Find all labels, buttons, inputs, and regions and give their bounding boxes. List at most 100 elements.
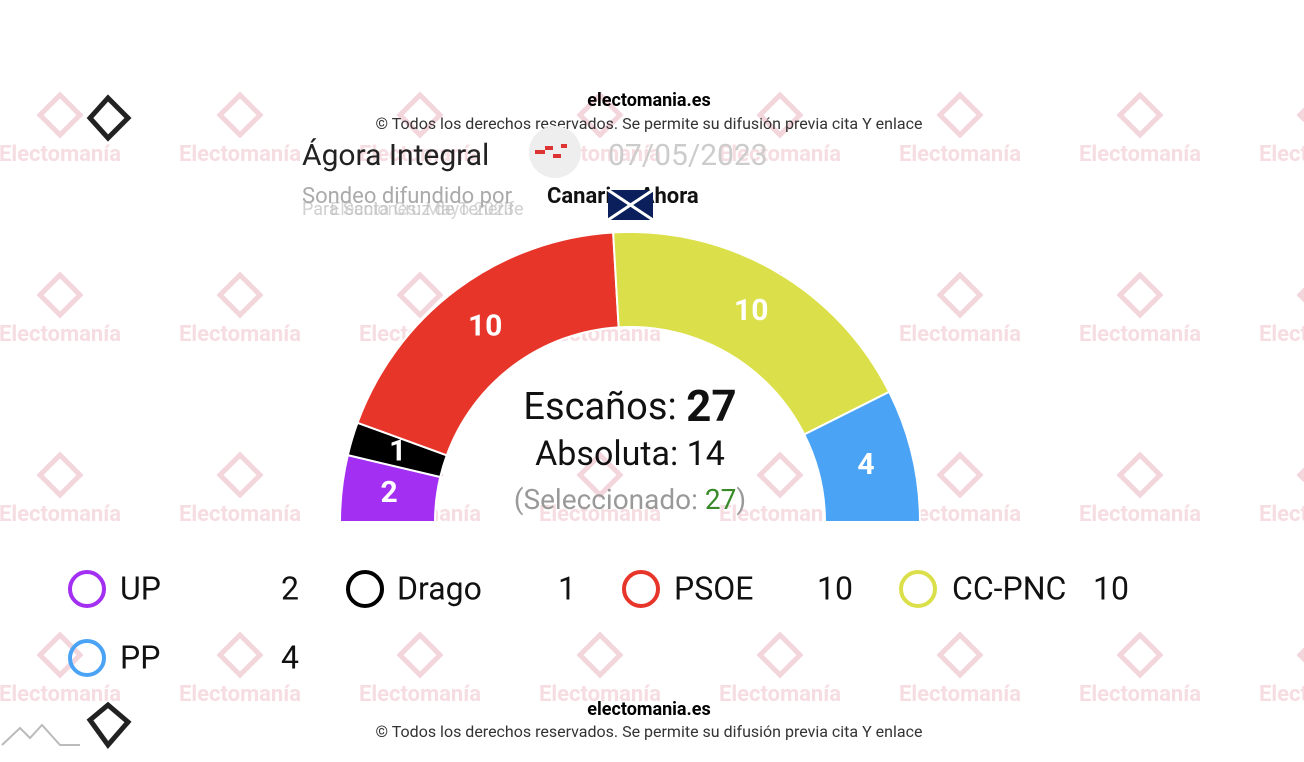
seat-label: 10	[468, 308, 502, 343]
legend-value: 10	[1093, 569, 1129, 607]
total: Escaños: 27	[523, 380, 736, 432]
watermark-logo	[1116, 631, 1164, 679]
watermark-logo	[1296, 107, 1304, 123]
watermark: Electomanía	[719, 142, 841, 167]
watermark-logo	[936, 91, 984, 139]
watermark: Electomanía	[1079, 322, 1201, 347]
watermark-logo	[576, 451, 624, 499]
footer-mountains	[1, 723, 80, 746]
date: 07/05/2023	[608, 138, 768, 173]
watermark-logo	[756, 91, 804, 139]
seat-segment	[802, 390, 922, 523]
watermark-logo	[756, 631, 804, 679]
watermark: Electomanía	[899, 682, 1021, 707]
copyright: © Todos los derechos reservados. Se perm…	[376, 114, 923, 133]
watermark: Electomanía	[1079, 142, 1201, 167]
watermark: Electomanía	[359, 142, 481, 167]
watermark: Electomanía	[179, 142, 301, 167]
legend-label: UP	[120, 569, 161, 607]
watermark: Electomanía	[899, 322, 1021, 347]
watermark: Electomanía	[179, 322, 301, 347]
legend-label: Drago	[397, 569, 482, 607]
flag-cross	[607, 188, 654, 222]
watermark-logo	[936, 631, 984, 679]
watermark-logo	[396, 271, 444, 319]
legend-value: 2	[281, 569, 299, 607]
watermark-logo	[936, 271, 984, 319]
watermark: Electomanía	[899, 142, 1021, 167]
footer-logo	[86, 701, 132, 750]
published-by: Sondeo difundido por	[302, 184, 513, 209]
majority-label: Absoluta:	[535, 434, 678, 474]
pollster: Ágora Integral	[302, 138, 489, 173]
site: electomania.es	[587, 90, 711, 111]
watermark-logo	[36, 631, 84, 679]
watermark: Electomanía	[1259, 142, 1304, 167]
watermark-logo	[1296, 467, 1304, 483]
seat-label: 10	[734, 293, 768, 328]
watermark: Electomanía	[539, 682, 661, 707]
watermark-logo	[396, 631, 444, 679]
watermark-logo	[216, 631, 264, 679]
legend-value: 10	[817, 569, 853, 607]
selected-label: (Seleccionado:	[514, 483, 698, 516]
scope: Para Santa Cruz de Tenerife	[302, 199, 524, 220]
watermark-logo	[396, 91, 444, 139]
pollster-logo-mark	[535, 144, 567, 158]
watermark: Electomanía	[179, 682, 301, 707]
hemicycle: 2 1 10 10 4	[338, 231, 922, 523]
seat-label: 4	[857, 447, 874, 482]
majority: Absoluta: 14	[535, 434, 725, 474]
watermark: Electomanía	[0, 682, 121, 707]
watermark-logo	[936, 451, 984, 499]
legend-label: PSOE	[674, 569, 753, 607]
watermark: Electomanía	[1259, 322, 1304, 347]
legend-value: 1	[558, 569, 576, 607]
pollster-logo	[529, 126, 581, 178]
legend-icon	[899, 570, 937, 608]
legend-label: CC-PNC	[952, 569, 1066, 607]
footer-copyright: © Todos los derechos reservados. Se perm…	[376, 722, 923, 741]
selected-value: 27	[705, 483, 736, 516]
watermark-logo	[36, 91, 84, 139]
election: Elecciones: Mayo 2023	[330, 199, 514, 220]
watermark-logo	[36, 451, 84, 499]
legend-icon	[622, 570, 660, 608]
watermark: Electomanía	[1259, 502, 1304, 527]
watermark-logo	[576, 631, 624, 679]
watermark-logo	[1116, 91, 1164, 139]
watermark-logo	[1116, 451, 1164, 499]
total-value: 27	[686, 380, 737, 432]
watermark-logo	[216, 451, 264, 499]
total-label: Escaños:	[523, 385, 676, 429]
selected: (Seleccionado: 27)	[514, 483, 746, 516]
legend-icon	[68, 570, 106, 608]
watermark: Electomanía	[719, 682, 841, 707]
watermark: Electomanía	[179, 502, 301, 527]
legend-icon	[68, 639, 106, 677]
watermark-logo	[216, 91, 264, 139]
watermark-logo	[576, 91, 624, 139]
seat-label: 2	[381, 475, 398, 510]
header-logo	[86, 94, 132, 142]
legend: UP 2 Drago 1 PSOE 10 CC-PNC 10 PP 4	[68, 569, 1129, 677]
watermark: Electomanía	[1079, 682, 1201, 707]
watermark: Electomanía	[0, 142, 121, 167]
watermark: Electomanía	[359, 682, 481, 707]
legend-icon	[346, 570, 384, 608]
watermark-logo	[216, 271, 264, 319]
watermark: Electomanía	[0, 322, 121, 347]
watermark-logo	[756, 451, 804, 499]
legend-label: PP	[120, 638, 160, 676]
watermark-logo	[1116, 271, 1164, 319]
watermark: Electomanía	[719, 502, 841, 527]
selected-close: )	[736, 483, 746, 516]
watermark: Electomanía	[539, 502, 661, 527]
majority-value: 14	[687, 434, 725, 474]
watermark: Electomanía	[1259, 682, 1304, 707]
watermark-logo	[1296, 287, 1304, 303]
seat-label: 1	[389, 433, 406, 468]
watermark-logo	[36, 271, 84, 319]
watermark: Electomanía	[1079, 502, 1201, 527]
legend-value: 4	[281, 638, 299, 676]
